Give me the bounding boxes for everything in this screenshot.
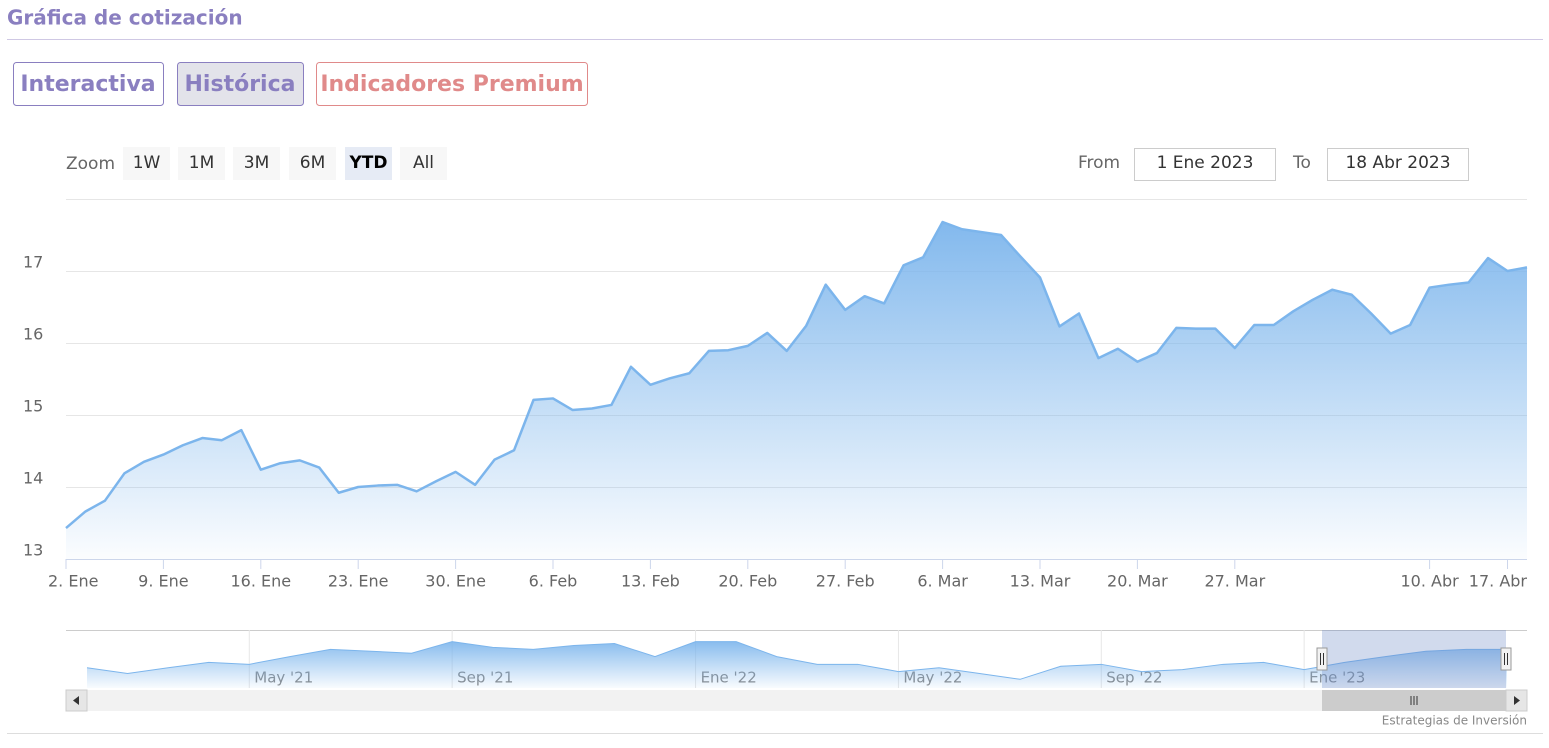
credits: Estrategias de Inversión [1382, 714, 1527, 728]
x-tick-label: 2. Ene [48, 572, 98, 591]
x-tick-label: 17. Abr [1469, 572, 1528, 591]
x-tick-label: 27. Feb [816, 572, 875, 591]
zoom-button-label[interactable]: 1W [133, 153, 161, 173]
y-tick-label: 16 [23, 325, 43, 344]
zoom-button[interactable] [400, 147, 447, 180]
y-tick-label: 14 [23, 469, 43, 488]
x-tick-label: 20. Feb [718, 572, 777, 591]
from-label: From [1078, 153, 1120, 173]
x-tick-label: 20. Mar [1107, 572, 1168, 591]
zoom-button[interactable] [123, 147, 170, 180]
zoom-button[interactable] [345, 147, 392, 180]
y-tick-label: 17 [23, 253, 43, 272]
x-tick-label: 13. Feb [621, 572, 680, 591]
tab[interactable] [316, 62, 588, 106]
page-title: Gráfica de cotización [7, 6, 243, 30]
line [65, 220, 1528, 529]
x-tick-label: 23. Ene [328, 572, 389, 591]
zoom-button-label[interactable]: YTD [348, 153, 387, 173]
x-tick-label: 16. Ene [230, 572, 291, 591]
navigator-handle[interactable] [1316, 647, 1328, 671]
navigator-line [86, 641, 1507, 680]
arrow [73, 696, 79, 705]
zoom-label: Zoom [66, 154, 115, 174]
tab-label[interactable]: Histórica [185, 72, 296, 97]
to-input[interactable] [1327, 148, 1469, 181]
x-tick-label: 27. Mar [1204, 572, 1265, 591]
zoom-button-label[interactable]: All [413, 153, 434, 173]
tab-active[interactable] [177, 62, 304, 106]
x-tick-label: 13. Mar [1010, 572, 1071, 591]
zoom-button-label[interactable]: 3M [244, 153, 269, 173]
arrow [1514, 696, 1520, 705]
tab-label[interactable]: Indicadores Premium [320, 72, 583, 97]
to-label: To [1292, 153, 1311, 173]
handle-grip [1320, 653, 1324, 665]
zoom-button[interactable] [289, 147, 336, 180]
tab[interactable] [13, 62, 164, 106]
x-tick-label: 9. Ene [138, 572, 188, 591]
navigator-area [87, 641, 1507, 688]
navigator-mask [1322, 630, 1506, 688]
navigator-handle[interactable] [1500, 647, 1512, 671]
x-tick-label: 6. Mar [917, 572, 968, 591]
x-tick-label: 6. Feb [529, 572, 578, 591]
from-value[interactable]: 1 Ene 2023 [1157, 153, 1254, 173]
area [66, 222, 1527, 560]
zoom-button[interactable] [233, 147, 280, 180]
x-tick-label: 10. Abr [1400, 572, 1459, 591]
handle-grip [1504, 653, 1508, 665]
scrollbar-track [66, 690, 1527, 711]
y-tick-label: 13 [23, 541, 43, 560]
zoom-button-label[interactable]: 1M [189, 153, 214, 173]
y-tick-label: 15 [23, 397, 43, 416]
zoom-button-label[interactable]: 6M [300, 153, 325, 173]
to-value[interactable]: 18 Abr 2023 [1345, 153, 1450, 173]
thumb-grip [1410, 696, 1418, 705]
zoom-button[interactable] [178, 147, 225, 180]
tab-label[interactable]: Interactiva [20, 72, 155, 97]
x-tick-label: 30. Ene [425, 572, 486, 591]
from-input[interactable] [1134, 148, 1276, 181]
